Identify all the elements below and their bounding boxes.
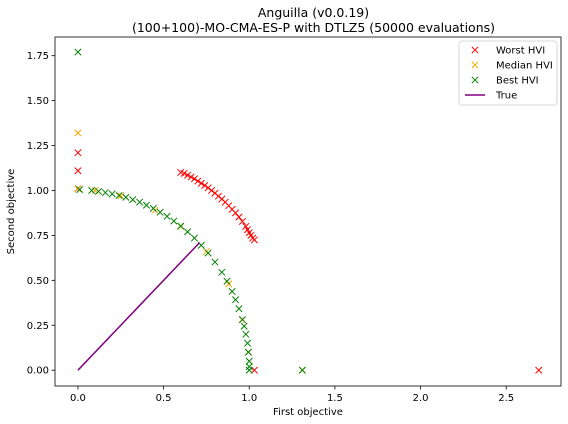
x-tick-label: 0.5 <box>156 393 172 404</box>
y-tick-label: 0.50 <box>27 276 49 287</box>
point-best-hvi <box>246 363 252 369</box>
point-best-hvi <box>246 367 252 373</box>
point-worst-hvi <box>198 180 204 186</box>
point-worst-hvi <box>536 367 542 373</box>
point-best-hvi <box>236 306 242 312</box>
legend: Worst HVI Median HVI Best HVI True <box>459 41 557 105</box>
point-best-hvi <box>143 202 149 208</box>
point-best-hvi <box>102 189 108 195</box>
point-best-hvi <box>241 323 247 329</box>
point-worst-hvi <box>251 237 257 243</box>
point-best-hvi <box>109 191 115 197</box>
point-best-hvi <box>157 209 163 215</box>
point-best-hvi <box>246 358 252 364</box>
y-tick-label: 0.75 <box>27 231 49 242</box>
x-tick-label: 1.5 <box>327 393 343 404</box>
y-axis-label: Second objective <box>6 169 17 255</box>
y-tick-label: 1.50 <box>27 96 49 107</box>
y-tick-label: 1.00 <box>27 186 49 197</box>
series-line-true <box>78 243 200 371</box>
point-worst-hvi <box>236 214 242 220</box>
point-best-hvi <box>212 259 218 265</box>
legend-label: True <box>495 91 517 102</box>
y-tick-label: 1.25 <box>27 141 49 152</box>
point-worst-hvi <box>195 178 201 184</box>
point-best-hvi <box>243 331 249 337</box>
point-best-hvi <box>150 205 156 211</box>
point-best-hvi <box>75 49 81 55</box>
point-best-hvi <box>229 288 235 294</box>
point-best-hvi <box>184 229 190 235</box>
point-best-hvi <box>136 199 142 205</box>
x-axis: 0.0 0.5 1.0 1.5 2.0 2.5 <box>70 386 514 404</box>
point-best-hvi <box>178 223 184 229</box>
x-tick-label: 2.5 <box>498 393 514 404</box>
point-best-hvi <box>244 340 250 346</box>
point-best-hvi <box>205 250 211 256</box>
point-worst-hvi <box>75 150 81 156</box>
x-tick-label: 0.0 <box>70 393 86 404</box>
chart-title-line1: Anguilla (v0.0.19) <box>258 5 369 20</box>
point-best-hvi <box>299 367 305 373</box>
point-best-hvi <box>232 297 238 303</box>
x-tick-label: 2.0 <box>413 393 429 404</box>
chart-title-line2: (100+100)-MO-CMA-ES-P with DTLZ5 (50000 … <box>132 20 495 35</box>
point-best-hvi <box>219 269 225 275</box>
point-best-hvi <box>88 187 94 193</box>
legend-label: Median HVI <box>496 61 553 72</box>
y-axis: 0.00 0.25 0.50 0.75 1.00 1.25 1.50 1.75 <box>27 51 55 376</box>
legend-label: Best HVI <box>496 76 539 87</box>
point-best-hvi <box>245 349 251 355</box>
y-tick-label: 0.25 <box>27 321 49 332</box>
point-worst-hvi <box>208 187 214 193</box>
point-best-hvi <box>130 196 136 202</box>
legend-label: Worst HVI <box>496 46 545 57</box>
point-worst-hvi <box>75 168 81 174</box>
point-best-hvi <box>123 194 129 200</box>
point-best-hvi <box>164 213 170 219</box>
point-best-hvi <box>191 235 197 241</box>
y-tick-label: 0.00 <box>27 366 49 377</box>
point-best-hvi <box>239 316 245 322</box>
point-median-hvi <box>75 130 81 136</box>
point-worst-hvi <box>202 182 208 188</box>
point-worst-hvi <box>232 210 238 216</box>
x-axis-label: First objective <box>273 407 343 418</box>
point-best-hvi <box>224 278 230 284</box>
y-tick-label: 1.75 <box>27 51 49 62</box>
point-worst-hvi <box>205 185 211 191</box>
point-best-hvi <box>171 218 177 224</box>
x-tick-label: 1.0 <box>241 393 257 404</box>
